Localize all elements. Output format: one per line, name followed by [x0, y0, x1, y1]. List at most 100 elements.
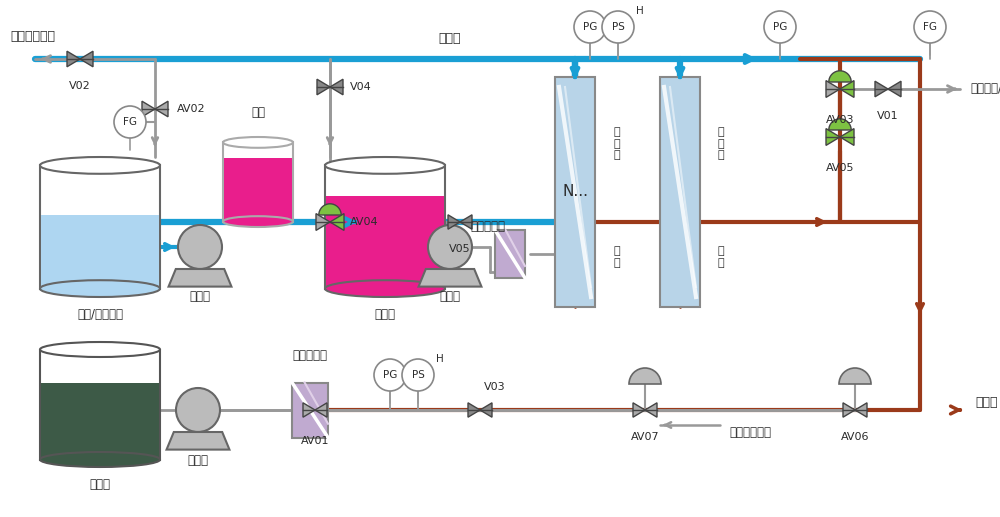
Circle shape [176, 388, 220, 432]
Circle shape [574, 11, 606, 43]
Ellipse shape [40, 452, 160, 467]
Circle shape [374, 359, 406, 391]
Polygon shape [315, 403, 327, 417]
Polygon shape [40, 349, 160, 460]
Circle shape [764, 11, 796, 43]
Polygon shape [167, 432, 229, 450]
Text: AV04: AV04 [350, 217, 379, 227]
Wedge shape [829, 119, 851, 130]
Polygon shape [855, 403, 867, 417]
Text: 清洗泵: 清洗泵 [440, 291, 460, 303]
Text: H: H [636, 6, 644, 16]
Text: FG: FG [923, 22, 937, 32]
Polygon shape [330, 79, 343, 95]
Circle shape [914, 11, 946, 43]
Ellipse shape [223, 137, 293, 148]
Ellipse shape [325, 280, 445, 297]
Polygon shape [888, 81, 901, 97]
Polygon shape [326, 196, 444, 288]
Polygon shape [41, 383, 159, 460]
Polygon shape [645, 403, 657, 417]
Polygon shape [840, 129, 854, 145]
Text: V02: V02 [69, 81, 91, 91]
Text: 原
液: 原 液 [718, 246, 725, 268]
Text: 浓
缩
液: 浓 缩 液 [718, 127, 725, 160]
Text: 保安过滤器: 保安过滤器 [292, 349, 328, 362]
Circle shape [428, 225, 472, 269]
Polygon shape [40, 165, 160, 288]
Polygon shape [41, 215, 159, 288]
Bar [292, 383, 328, 437]
Text: 药笮: 药笮 [251, 106, 265, 119]
Text: 清洗过滤器: 清洗过滤器 [470, 220, 505, 234]
Polygon shape [80, 51, 93, 67]
Text: FG: FG [123, 117, 137, 127]
Polygon shape [843, 403, 855, 417]
Polygon shape [224, 158, 292, 222]
Polygon shape [826, 81, 840, 97]
Text: AV01: AV01 [301, 436, 329, 446]
Text: 排放口: 排放口 [975, 396, 998, 408]
Polygon shape [155, 101, 168, 117]
Text: 原水笮: 原水笮 [90, 479, 110, 492]
Polygon shape [460, 215, 472, 229]
Text: PG: PG [773, 22, 787, 32]
Text: 原
液: 原 液 [613, 246, 620, 268]
Polygon shape [325, 165, 445, 288]
Text: PS: PS [412, 370, 424, 380]
Polygon shape [303, 403, 315, 417]
Text: 浓水回流/排放: 浓水回流/排放 [970, 83, 1000, 96]
Text: V05: V05 [449, 244, 471, 254]
Text: V03: V03 [484, 382, 506, 392]
Polygon shape [330, 214, 344, 231]
Polygon shape [316, 214, 330, 231]
Polygon shape [480, 403, 492, 417]
Circle shape [402, 359, 434, 391]
Text: 清洗笮: 清洗笮 [374, 309, 396, 322]
Polygon shape [875, 81, 888, 97]
Ellipse shape [40, 280, 160, 297]
Polygon shape [142, 101, 155, 117]
Text: 浓
缩
液: 浓 缩 液 [613, 127, 620, 160]
Circle shape [114, 106, 146, 138]
Ellipse shape [325, 157, 445, 174]
Text: 不合格水排放: 不合格水排放 [10, 30, 55, 43]
Polygon shape [448, 215, 460, 229]
Text: 反洗泵: 反洗泵 [190, 291, 210, 303]
Polygon shape [317, 79, 330, 95]
Polygon shape [223, 142, 293, 222]
Text: AV05: AV05 [826, 163, 854, 173]
Wedge shape [839, 368, 871, 384]
Bar [660, 77, 700, 307]
Polygon shape [468, 403, 480, 417]
Circle shape [602, 11, 634, 43]
Wedge shape [829, 71, 851, 82]
Text: PG: PG [383, 370, 397, 380]
Polygon shape [826, 129, 840, 145]
Text: PG: PG [583, 22, 597, 32]
Polygon shape [419, 269, 481, 286]
Bar [555, 77, 595, 307]
Polygon shape [840, 81, 854, 97]
Text: AV07: AV07 [631, 432, 659, 442]
Polygon shape [67, 51, 80, 67]
Text: V01: V01 [877, 111, 899, 121]
Ellipse shape [40, 157, 160, 174]
Text: AV03: AV03 [826, 115, 854, 125]
Text: N...: N... [562, 185, 588, 200]
Text: 原水泵: 原水泵 [188, 453, 208, 466]
Text: 无油压缩空气: 无油压缩空气 [729, 425, 771, 438]
Text: PS: PS [612, 22, 624, 32]
Text: H: H [436, 354, 444, 364]
Circle shape [178, 225, 222, 269]
Text: AV06: AV06 [841, 432, 869, 442]
Polygon shape [633, 403, 645, 417]
Ellipse shape [40, 342, 160, 357]
Text: AV02: AV02 [177, 104, 206, 114]
Text: V04: V04 [350, 82, 372, 92]
Text: 超滤液: 超滤液 [439, 32, 461, 45]
Bar [495, 230, 525, 278]
Ellipse shape [223, 216, 293, 227]
Wedge shape [629, 368, 661, 384]
Wedge shape [319, 204, 341, 215]
